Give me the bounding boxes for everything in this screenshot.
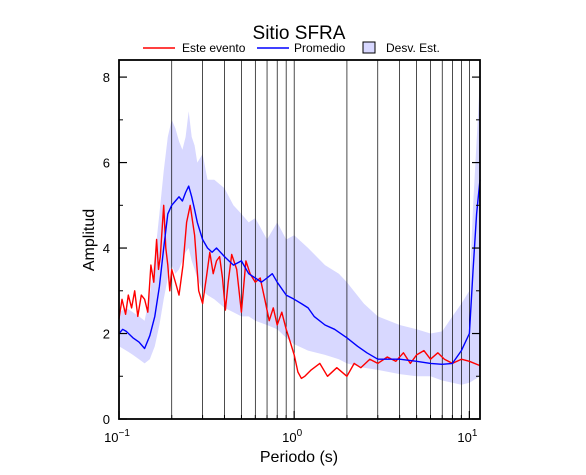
x-tick-exponent: 1 [472, 428, 478, 439]
x-tick-exponent: −1 [119, 428, 131, 439]
x-tick-base: 10 [104, 430, 118, 445]
x-tick-exponent: 0 [297, 428, 303, 439]
y-tick-label: 0 [103, 412, 110, 427]
x-tick-label: 101 [457, 428, 477, 445]
y-tick-label: 6 [103, 156, 110, 171]
plot-area [118, 60, 481, 419]
x-axis-title: Periodo (s) [260, 449, 338, 466]
y-axis-title: Amplitud [81, 209, 98, 271]
chart-title: Sitio SFRA [253, 23, 346, 44]
series-line-promedio [118, 179, 481, 365]
y-tick-label: 4 [103, 241, 110, 256]
legend-label-desv-est: Desv. Est. [386, 41, 440, 55]
legend: Este evento Promedio Desv. Est. [143, 41, 440, 55]
x-tick-label: 10−1 [104, 428, 130, 445]
y-tick-label: 8 [103, 70, 110, 85]
legend-swatch-desv-est [362, 41, 376, 54]
legend-label-este-evento: Este evento [182, 41, 246, 55]
x-tick-base: 10 [457, 430, 471, 445]
x-tick-label: 100 [282, 428, 302, 445]
plot-frame [118, 59, 481, 420]
x-tick-base: 10 [282, 430, 296, 445]
y-tick-label: 2 [103, 327, 110, 342]
std-band [119, 77, 480, 385]
series-line-este-evento [118, 204, 481, 380]
legend-label-promedio: Promedio [294, 41, 346, 55]
